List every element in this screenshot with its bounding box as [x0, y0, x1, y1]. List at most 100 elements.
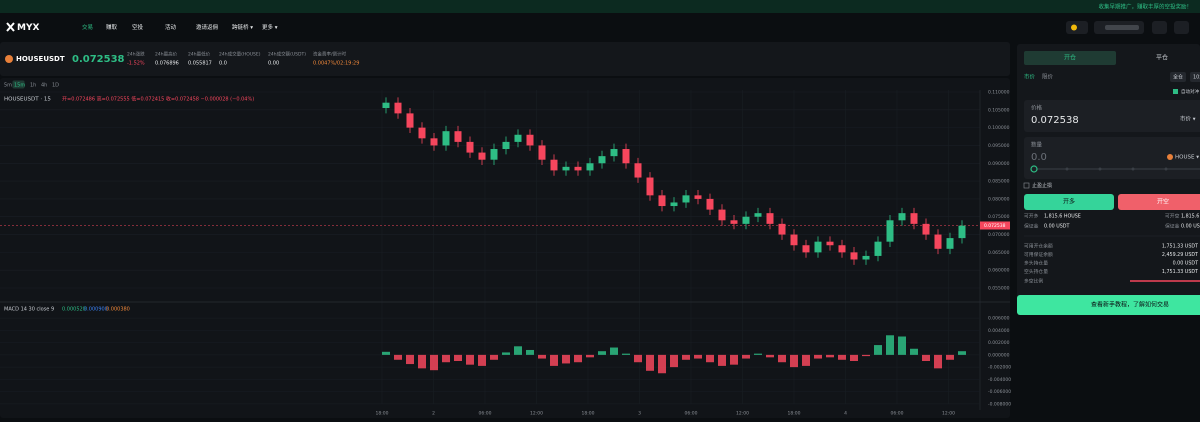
nav-item[interactable]: 赚取: [106, 23, 118, 31]
info-value: 0.00 USDT: [1044, 224, 1069, 230]
macd-bar: [514, 346, 522, 355]
macd-bar: [394, 354, 402, 360]
x-tick-label: 18:00: [582, 411, 595, 417]
candle-body: [694, 195, 702, 199]
sell-button[interactable]: [1118, 194, 1200, 210]
slider-thumb[interactable]: [1030, 165, 1038, 173]
stat-label: 24h最高价: [155, 51, 178, 58]
nav-item[interactable]: 交易: [82, 23, 93, 31]
nav-item[interactable]: 跨链桥 ▾: [232, 23, 253, 31]
timeframe[interactable]: 5m: [4, 83, 12, 89]
ratio-label: 多空比例: [1024, 278, 1043, 285]
chart: 5m 15m 1h 4h 1D 18:00 2 06:00 12:00 18:00 3 06:00 12…: [0, 80, 1011, 417]
tpsl-checkbox[interactable]: [1023, 182, 1030, 189]
candle-body: [958, 225, 966, 239]
macd-bar: [742, 354, 750, 359]
candle-body: [622, 149, 630, 164]
qty-label: 数量: [1031, 141, 1043, 149]
timeframe[interactable]: 15m: [14, 83, 25, 89]
price-input[interactable]: [1024, 100, 1200, 132]
leverage-box[interactable]: [1190, 72, 1200, 82]
macd-bar: [574, 354, 582, 363]
macd-bar: [934, 354, 942, 369]
candle-body: [778, 223, 786, 235]
candle-body: [454, 131, 462, 142]
timeframe[interactable]: 1D: [52, 83, 59, 89]
info-value: 0.00 USDT: [1181, 224, 1200, 230]
macd-bar: [478, 354, 486, 366]
candle-body: [802, 245, 810, 253]
logo[interactable]: MYX: [17, 23, 39, 33]
margin-mode[interactable]: 全仓: [1173, 74, 1183, 81]
macd-title: MACD 14 30 close 9: [4, 307, 54, 313]
nav-item[interactable]: 活动: [165, 23, 177, 31]
candle-body: [478, 152, 486, 160]
macd-bar: [442, 354, 450, 363]
tab-close[interactable]: 平仓: [1156, 54, 1168, 62]
macd-bar: [382, 351, 390, 355]
macd-bar: [766, 354, 774, 358]
coin-icon: [5, 55, 13, 63]
info-label: 可开空: [1165, 213, 1180, 220]
nav-item[interactable]: 空投: [132, 23, 144, 31]
y-tick-label: 0.100000: [988, 125, 1010, 131]
macd-signal: 0.000900: [84, 307, 108, 313]
macd-bar: [406, 354, 414, 365]
x-tick-label: 3: [638, 411, 641, 417]
timeframe[interactable]: 1h: [30, 83, 36, 89]
candle-body: [610, 149, 618, 157]
info-value: 1,815.6 HOUSE: [1044, 214, 1081, 220]
timeframe[interactable]: 4h: [41, 83, 47, 89]
row-label: 多头持仓量: [1024, 260, 1048, 267]
macd-bar: [862, 354, 870, 357]
candle-body: [658, 195, 666, 207]
candle-body: [790, 234, 798, 246]
qty-input[interactable]: [1024, 137, 1200, 179]
last-price-label: 0.072538: [984, 223, 1006, 229]
macd-bar: [610, 347, 618, 355]
buy-label[interactable]: 开多: [1063, 198, 1075, 206]
margin-mode-box[interactable]: [1170, 72, 1186, 82]
sell-label[interactable]: 开空: [1157, 198, 1169, 206]
macd-bar: [598, 351, 606, 355]
auto-label: 自动对冲: [1181, 88, 1199, 95]
macd-bar: [682, 354, 690, 360]
macd-bar: [790, 354, 798, 368]
auto-checkbox[interactable]: [1173, 89, 1178, 94]
banner-text[interactable]: 收集早期推广，赚取丰厚的空投奖励！: [1098, 3, 1192, 11]
candle-body: [742, 216, 750, 224]
y-tick-label: 0.085000: [988, 179, 1010, 185]
macd-bar: [946, 354, 954, 360]
order-market[interactable]: 市价: [1024, 73, 1036, 81]
logo-mark: [6, 22, 15, 32]
lang-button[interactable]: [1174, 21, 1189, 34]
macd-tick-label: -0.002000: [988, 365, 1011, 371]
order-limit[interactable]: 限价: [1042, 73, 1054, 81]
nav-item[interactable]: 邀请返佣: [196, 23, 219, 31]
x-tick-label: 06:00: [685, 411, 698, 417]
price-type[interactable]: 市价 ▾: [1180, 115, 1196, 123]
leverage[interactable]: 10x: [1193, 75, 1200, 81]
buy-button[interactable]: [1024, 194, 1114, 210]
qty-unit[interactable]: HOUSE ▾: [1175, 155, 1199, 161]
tutorial-text[interactable]: 查看新手教程，了解如何交易: [1091, 301, 1169, 309]
macd-bar: [670, 354, 678, 368]
qty-value: 0.0: [1031, 152, 1047, 163]
open-tab[interactable]: [1024, 51, 1116, 65]
candle-body: [490, 149, 498, 160]
timeframe-active: [12, 80, 25, 89]
candle-body: [406, 113, 414, 128]
macd-bar: [814, 354, 822, 359]
macd-tick-label: 0.004000: [988, 328, 1010, 334]
symbol[interactable]: HOUSEUSDT: [16, 55, 65, 63]
settings-button[interactable]: [1152, 21, 1167, 34]
nav-item[interactable]: 更多 ▾: [262, 23, 278, 31]
tab-open[interactable]: 开仓: [1064, 54, 1076, 62]
tutorial-banner[interactable]: [1017, 295, 1200, 315]
info-value: 1,815.6 HOUSE: [1181, 214, 1200, 220]
candle-body: [886, 220, 894, 242]
candle-body: [862, 255, 870, 260]
candle-body: [382, 102, 390, 109]
